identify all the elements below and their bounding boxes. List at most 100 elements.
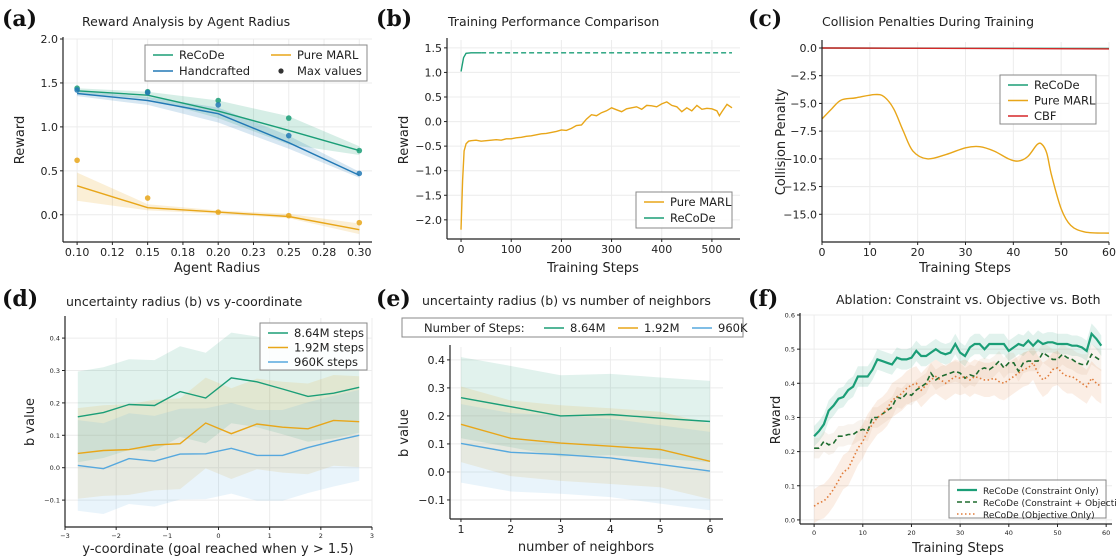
legend-label: 960K [718,321,748,335]
series-line [77,419,360,455]
y-tick-label: 0.5 [785,346,795,354]
y-tick-label: 0.1 [428,438,446,451]
y-tick-label: 0.3 [428,382,446,395]
y-tick-label: 0.0 [425,116,443,129]
y-tick-label: 0.2 [785,448,795,456]
x-tick-label: 40 [1005,529,1013,537]
y-axis-label: Reward [769,396,784,444]
y-tick-label: 0.5 [425,91,443,104]
legend-box [401,317,744,338]
x-tick-label: 2 [507,523,514,536]
confidence-band [814,345,1102,524]
x-tick-label: 400 [651,243,672,256]
confidence-band [461,357,710,463]
legend-box [144,44,368,82]
x-tick-label: 1 [268,532,272,540]
y-tick-label: 0.3 [785,414,795,422]
series-line [460,423,711,462]
x-tick-label: 0.15 [135,246,160,259]
max-value-point [144,195,151,201]
y-tick-label: 1.5 [425,42,443,55]
y-tick-label: 0.0 [785,516,795,524]
panel-label: (f) [748,286,778,312]
x-tick-label: 300 [601,243,622,256]
max-value-point [356,147,363,154]
legend-label: Pure MARL [670,195,732,209]
legend: ReCoDe Pure MARL Handcrafted Max values [144,44,368,82]
legend-label: Handcrafted [179,64,250,78]
legend-label: 1.92M [644,321,680,335]
series-line [77,90,360,152]
series-line [821,93,1110,234]
x-axis-label: Training Steps [911,541,1004,556]
x-tick-label: 30 [959,246,973,259]
y-tick-label: −2.5 [790,70,817,83]
legend-label: Max values [297,64,362,78]
x-tick-label: 0.30 [347,246,372,259]
max-value-point [215,209,222,215]
x-tick-label: 10 [863,246,877,259]
max-value-point [285,115,292,121]
y-tick-label: 0.1 [50,432,60,440]
chart-title: Reward Analysis by Agent Radius [82,14,290,29]
x-tick-label: 1 [457,523,464,536]
y-tick-label: 0.0 [800,42,818,55]
x-tick-label: −1 [163,532,173,540]
x-tick-label: 50 [1053,529,1061,537]
chart-title: Ablation: Constraint vs. Objective vs. B… [836,292,1101,307]
x-tick-label: 0.23 [241,246,266,259]
y-axis-label: Reward [397,116,412,164]
x-axis-label: Training Steps [918,261,1011,276]
series-line [460,442,711,472]
x-tick-label: 50 [1054,246,1068,259]
series-line [77,92,360,176]
x-tick-label: 60 [1102,246,1116,259]
legend-label: ReCoDe (Objective Only) [983,511,1095,521]
x-tick-label: 0.20 [206,246,231,259]
legend-title: Number of Steps: [424,321,525,335]
y-tick-label: −0.1 [418,494,445,507]
series-line [460,101,733,230]
y-tick-label: 0.4 [50,335,60,343]
legend-label: ReCoDe [179,48,225,62]
x-tick-label: 200 [551,243,572,256]
series-line [460,52,482,72]
legend-marker-dot [278,68,284,74]
max-value-point [356,219,363,226]
legend-label: ReCoDe [1034,78,1080,92]
max-value-point [285,212,292,219]
y-tick-label: 0.0 [41,209,59,222]
confidence-band [814,323,1102,447]
y-tick-label: 0.1 [785,482,795,490]
legend: ReCoDe (Constraint Only) ReCoDe (Constrai… [948,479,1117,521]
y-tick-label: 0.5 [41,165,59,178]
x-tick-label: 0 [458,243,465,256]
x-tick-label: 0.28 [312,246,337,259]
chart-title: Collision Penalties During Training [822,14,1034,29]
x-tick-label: 20 [911,246,925,259]
x-tick-label: 500 [701,243,722,256]
legend-box [999,74,1097,125]
chart-title: uncertainty radius (b) vs y-coordinate [66,294,303,309]
x-tick-label: 2 [319,532,323,540]
legend-label: ReCoDe [670,211,716,225]
x-tick-label: 0 [812,529,816,537]
x-tick-label: 30 [956,529,964,537]
x-tick-label: 4 [607,523,614,536]
x-tick-label: −2 [111,532,121,540]
x-axis-label: Training Steps [546,261,639,276]
x-axis-label: Agent Radius [174,261,260,276]
chart-title: Training Performance Comparison [447,14,659,29]
x-axis-label: number of neighbors [518,540,654,555]
chart-panel-c: 0 10 20 30 40 50 60 0.0 −2.5 −5.0 −7.5 −10.0 −12.5 −1… [748,6,1116,276]
chart-panel-d: −3 −2 −1 0 1 2 3 −0.1 0.0 0.1 0.2 0.3 0.4 (d) uncertai… [2,286,374,557]
y-tick-label: −12.5 [783,181,817,194]
legend-label: Pure MARL [1034,94,1096,108]
series-line [813,331,1103,437]
x-axis-label: y-coordinate (goal reached when y > 1.5) [82,542,353,557]
x-tick-label: 0.10 [65,246,90,259]
legend-label: ReCoDe (Constraint Only) [983,487,1099,497]
x-tick-label: 0.25 [277,246,302,259]
